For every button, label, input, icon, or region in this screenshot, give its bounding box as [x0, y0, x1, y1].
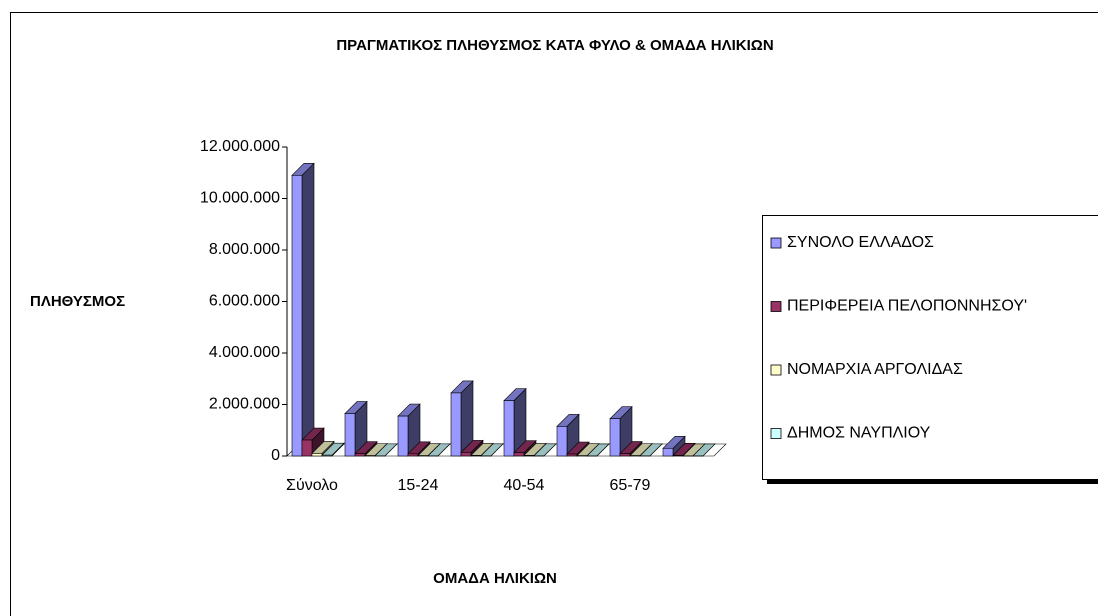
chart-title: ΠΡΑΓΜΑΤΙΚΟΣ ΠΛΗΘΥΣΜΟΣ ΚΑΤΑ ΦΥΛΟ & ΟΜΑΔΑ …: [336, 37, 773, 54]
legend-label: ΣΥΝΟΛΟ ΕΛΛΑΔΟΣ: [787, 234, 934, 251]
bar: [344, 413, 356, 457]
legend-label: ΝΟΜΑΡΧΙΑ ΑΡΓΟΛΙΔΑΣ: [787, 361, 963, 378]
y-tick-label: 2.000.000: [209, 396, 280, 413]
bar: [407, 453, 419, 457]
legend-label: ΔΗΜΟΣ ΝΑΥΠΛΙΟΥ: [787, 425, 931, 442]
bar: [556, 426, 568, 457]
x-tick-label: 15-24: [398, 477, 439, 494]
legend-swatch: [770, 364, 782, 376]
bar-side: [301, 162, 315, 457]
bar: [354, 453, 366, 457]
bar: [672, 455, 684, 457]
bar: [566, 453, 578, 457]
y-axis-title: ΠΛΗΘΥΣΜΟΣ: [30, 293, 125, 310]
x-axis-title: ΟΜΑΔΑ ΗΛΙΚΙΩΝ: [433, 570, 557, 587]
y-tick-label: 8.000.000: [209, 241, 280, 258]
bar: [523, 455, 535, 457]
bar: [460, 452, 472, 457]
bar: [503, 400, 515, 457]
x-tick-label: 65-79: [610, 477, 651, 494]
legend: [762, 215, 1098, 480]
bar: [609, 418, 621, 457]
y-tick-label: 4.000.000: [209, 344, 280, 361]
y-tick-label: 10.000.000: [200, 190, 280, 207]
legend-label: ΠΕΡΙΦΕΡΕΙΑ ΠΕΛΟΠΟΝΝΗΣΟΥ': [787, 298, 1027, 315]
y-tick-label: 12.000.000: [200, 138, 280, 155]
bar: [321, 454, 333, 457]
x-tick-label: Σύνολο: [286, 477, 338, 494]
y-tick-label: 6.000.000: [209, 293, 280, 310]
bar: [619, 453, 631, 457]
legend-swatch: [770, 301, 782, 312]
bar: [311, 453, 323, 457]
bar: [397, 415, 409, 457]
bar: [450, 392, 462, 457]
bar: [662, 447, 674, 457]
bar: [513, 452, 525, 457]
bar: [470, 455, 482, 457]
bar: [291, 175, 303, 457]
bar: [301, 439, 313, 457]
x-tick-label: 40-54: [504, 477, 545, 494]
legend-swatch: [770, 237, 782, 249]
legend-swatch: [770, 428, 782, 439]
y-tick-label: 0: [271, 447, 280, 464]
